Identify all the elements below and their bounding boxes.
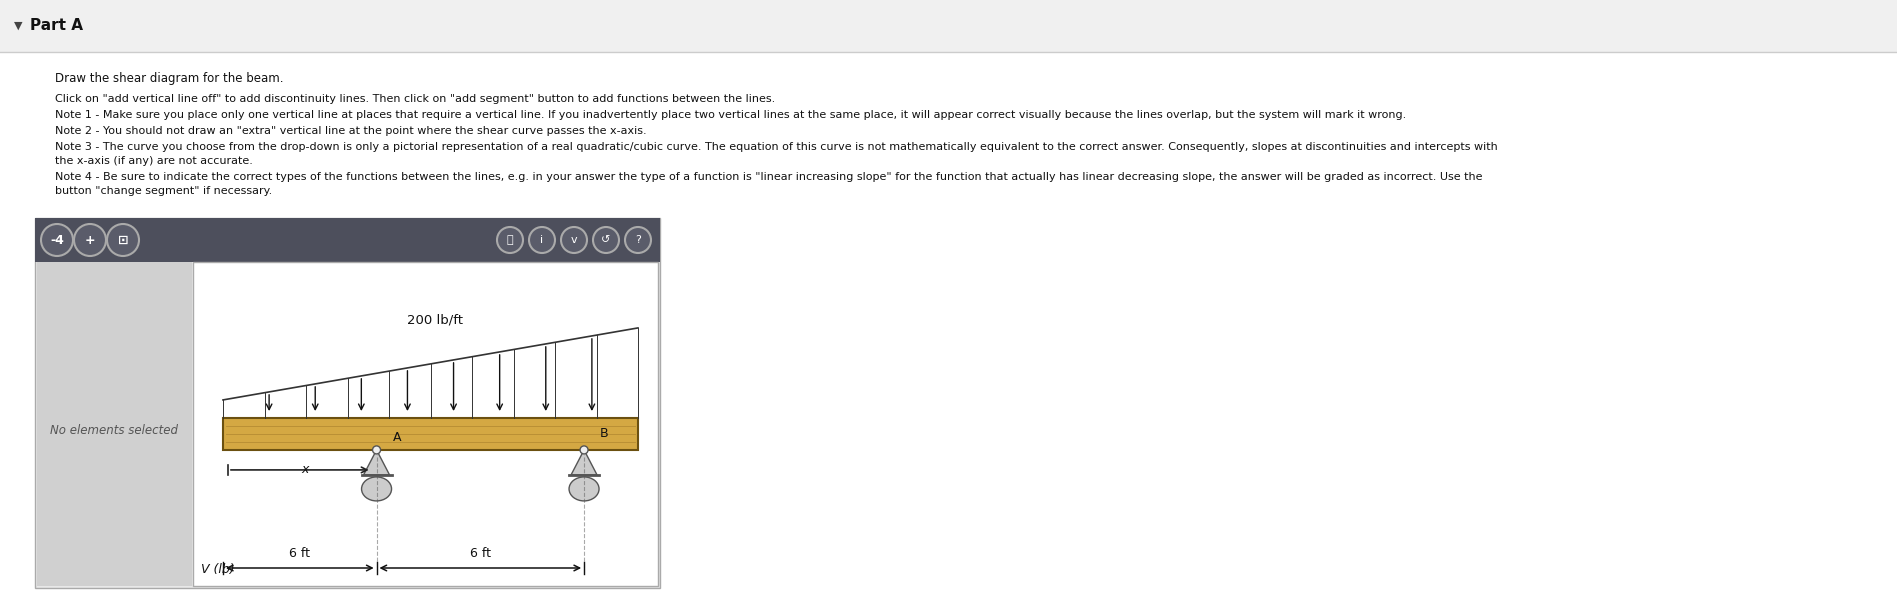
Polygon shape bbox=[364, 450, 389, 475]
Circle shape bbox=[580, 446, 588, 454]
Bar bbox=[224, 418, 637, 450]
Text: V (lb): V (lb) bbox=[201, 563, 235, 576]
Text: ↺: ↺ bbox=[601, 235, 611, 245]
Circle shape bbox=[529, 227, 556, 253]
Text: Part A: Part A bbox=[30, 18, 83, 34]
Text: B: B bbox=[599, 427, 609, 440]
Ellipse shape bbox=[569, 477, 599, 501]
Circle shape bbox=[42, 224, 72, 256]
Text: 6 ft: 6 ft bbox=[470, 547, 491, 560]
Polygon shape bbox=[571, 450, 598, 475]
Text: Note 2 - You should not draw an "extra" vertical line at the point where the she: Note 2 - You should not draw an "extra" … bbox=[55, 126, 647, 136]
Circle shape bbox=[624, 227, 651, 253]
Circle shape bbox=[594, 227, 618, 253]
Text: Note 1 - Make sure you place only one vertical line at places that require a ver: Note 1 - Make sure you place only one ve… bbox=[55, 110, 1406, 120]
Circle shape bbox=[74, 224, 106, 256]
Circle shape bbox=[372, 446, 381, 454]
Text: 200 lb/ft: 200 lb/ft bbox=[406, 314, 463, 327]
Bar bbox=[34, 218, 660, 588]
Circle shape bbox=[497, 227, 524, 253]
Text: i: i bbox=[541, 235, 544, 245]
Text: +: + bbox=[85, 233, 95, 246]
Circle shape bbox=[106, 224, 138, 256]
Ellipse shape bbox=[362, 477, 391, 501]
Circle shape bbox=[562, 227, 586, 253]
Bar bbox=[193, 262, 658, 586]
Text: Note 3 - The curve you choose from the drop-down is only a pictorial representat: Note 3 - The curve you choose from the d… bbox=[55, 142, 1499, 152]
Text: 💡: 💡 bbox=[506, 235, 514, 245]
Text: the x-axis (if any) are not accurate.: the x-axis (if any) are not accurate. bbox=[55, 156, 252, 166]
Bar bbox=[34, 218, 660, 262]
Text: Draw the shear diagram for the beam.: Draw the shear diagram for the beam. bbox=[55, 72, 283, 85]
Text: ?: ? bbox=[635, 235, 641, 245]
Text: x: x bbox=[302, 463, 309, 476]
Text: No elements selected: No elements selected bbox=[51, 424, 178, 437]
Text: v: v bbox=[571, 235, 577, 245]
Text: A: A bbox=[393, 431, 400, 444]
Text: ▼: ▼ bbox=[13, 21, 23, 31]
Text: button "change segment" if necessary.: button "change segment" if necessary. bbox=[55, 186, 273, 196]
Text: Click on "add vertical line off" to add discontinuity lines. Then click on "add : Click on "add vertical line off" to add … bbox=[55, 94, 776, 104]
Bar bbox=[38, 262, 192, 586]
Text: Note 4 - Be sure to indicate the correct types of the functions between the line: Note 4 - Be sure to indicate the correct… bbox=[55, 172, 1482, 182]
Text: -4: -4 bbox=[49, 233, 64, 246]
Bar bbox=[0, 0, 1897, 52]
Text: ⊡: ⊡ bbox=[118, 233, 129, 246]
Text: 6 ft: 6 ft bbox=[288, 547, 311, 560]
